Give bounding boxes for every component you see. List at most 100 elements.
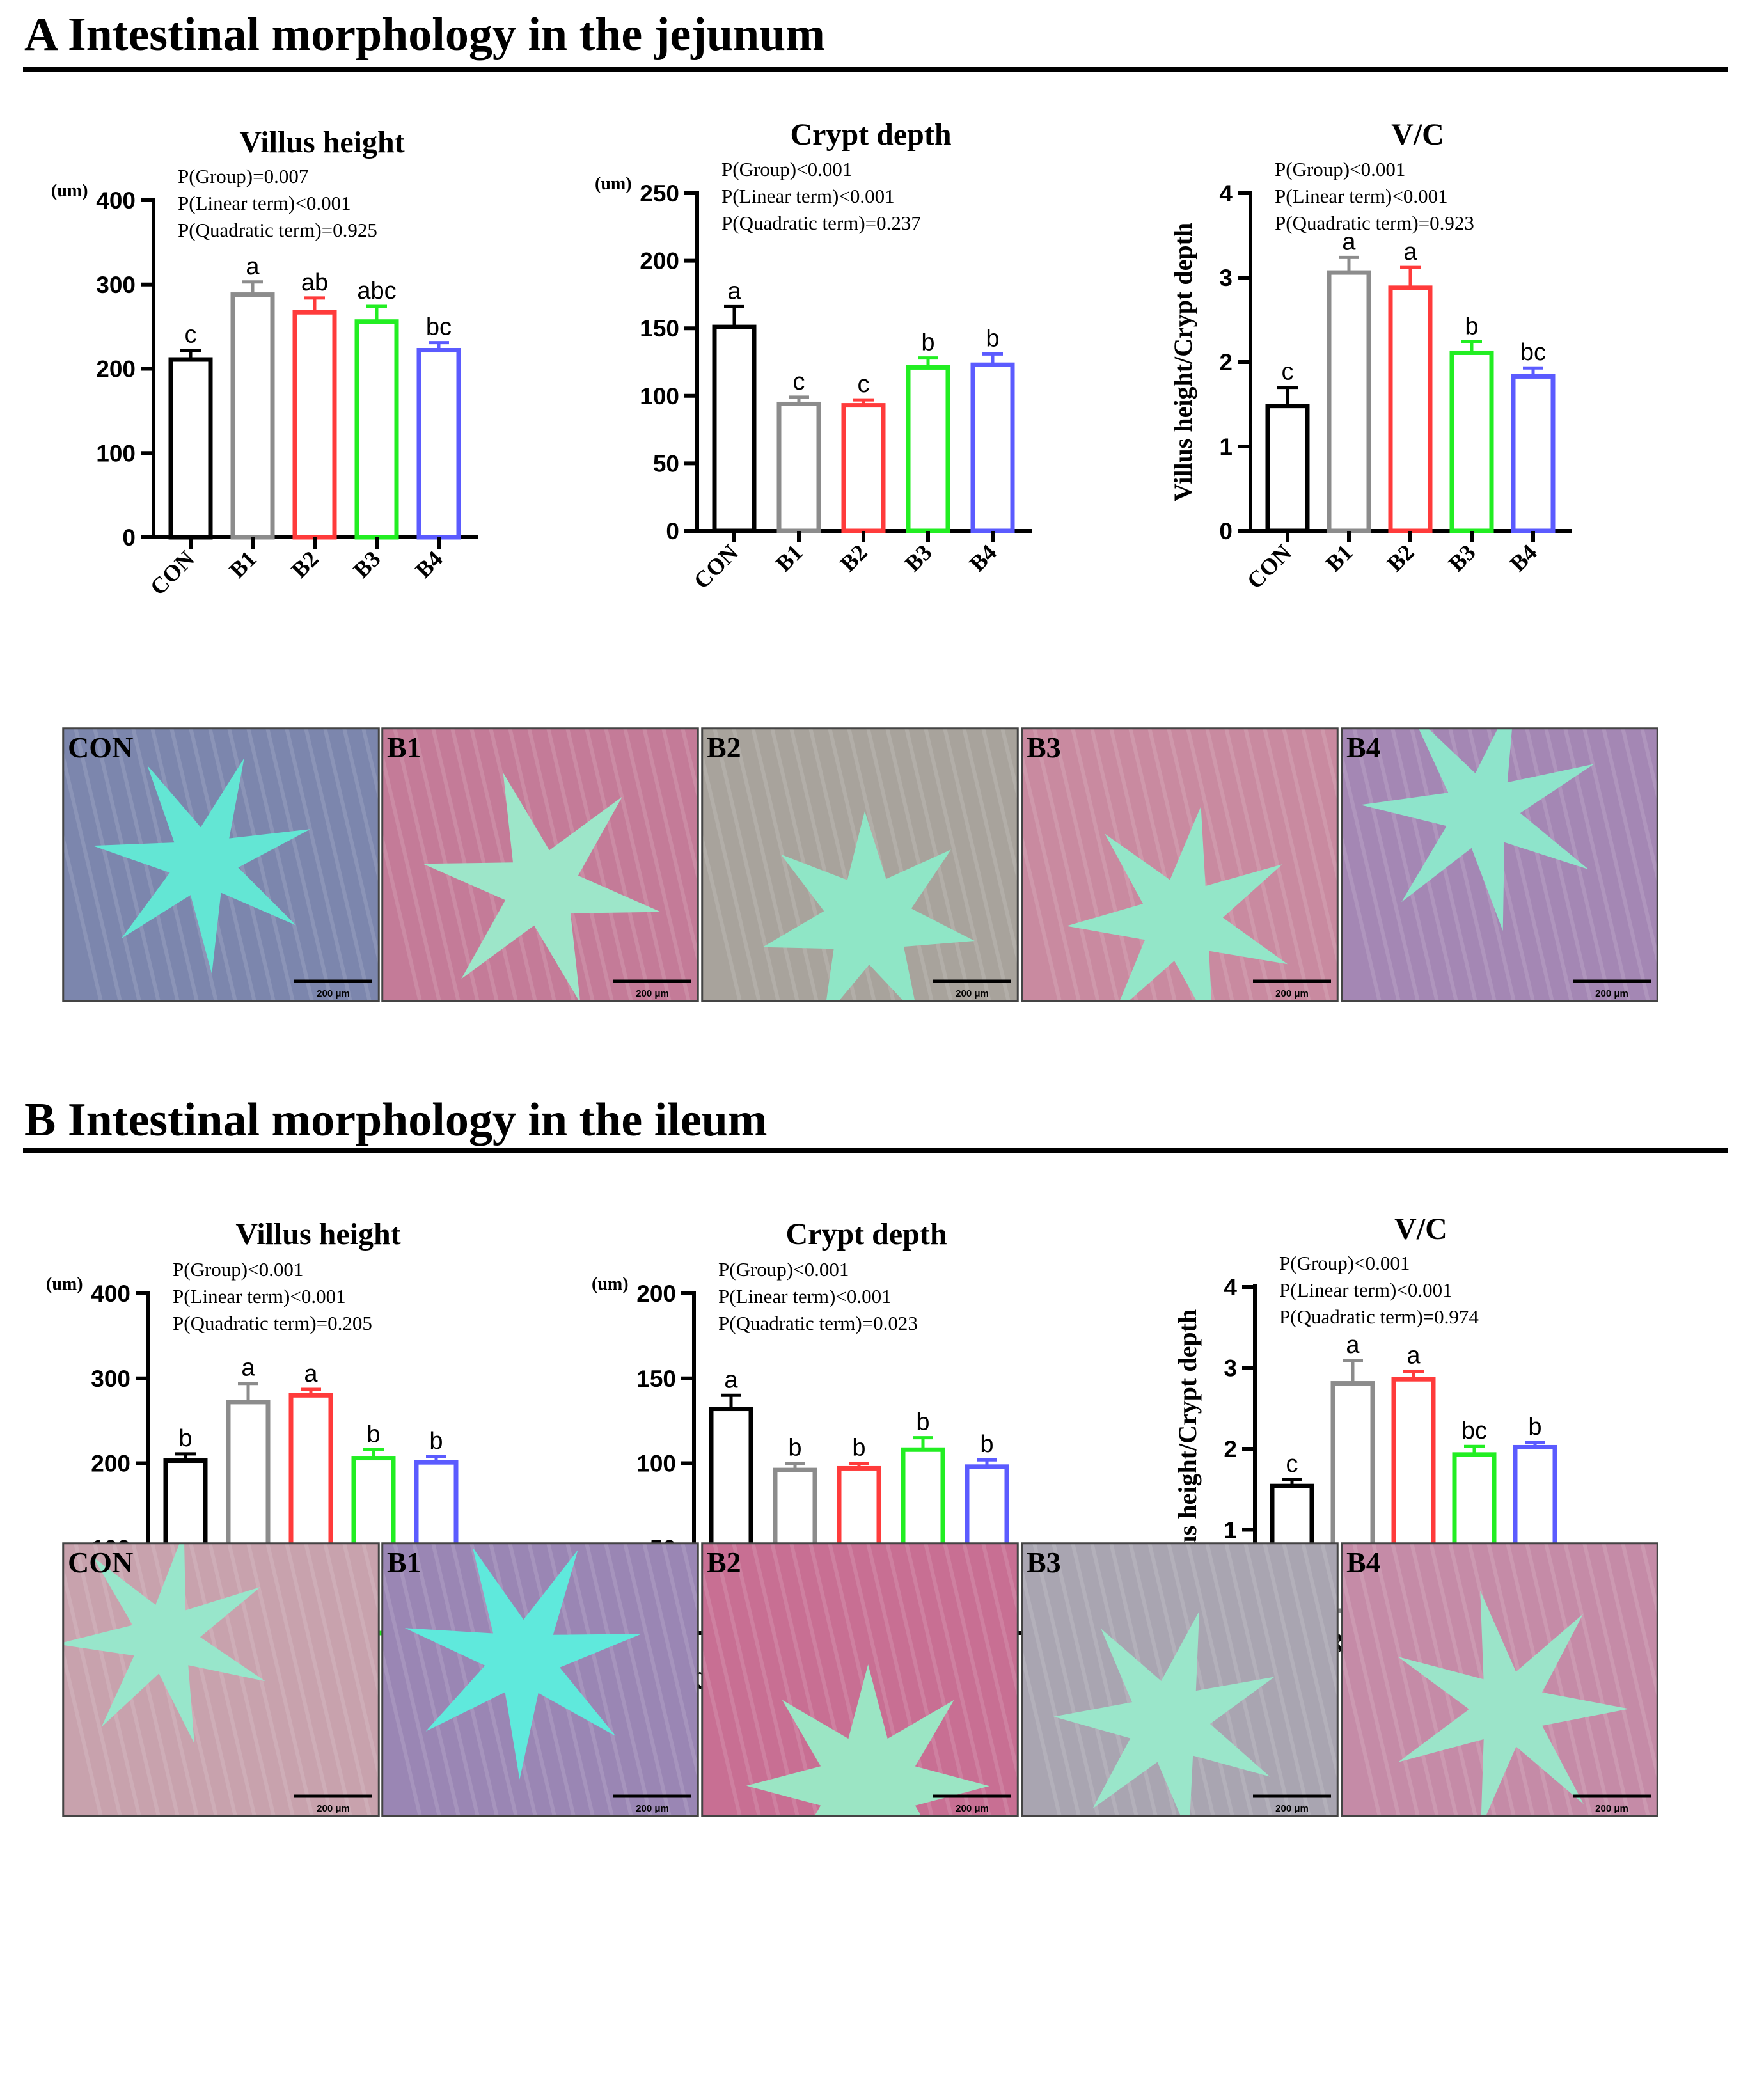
tissue-texture [1525,1543,1593,1817]
micrograph-panel: B2 200 μm [701,727,1019,1002]
tissue-texture [304,728,372,1002]
lumen-shape [762,811,975,1002]
stat-line: P(Quadratic term)=0.023 [718,1312,918,1334]
stat-line: P(Group)=0.007 [178,165,308,187]
tissue-texture [565,1543,633,1817]
tissue-texture [285,1543,352,1817]
significance-letter: b [980,1431,993,1458]
tissue-texture [585,728,652,1002]
scale-bar-label: 200 μm [636,988,669,999]
tissue-texture [924,1543,991,1817]
section-divider [23,67,1728,72]
bar-b1 [1327,270,1371,533]
chart-title: Crypt depth [785,1217,947,1251]
chart-title: V/C [1391,118,1444,152]
x-tick-label: B2 [287,546,324,583]
y-unit-label: (um) [51,181,88,201]
micrograph-panel: B3 200 μm [1021,1542,1339,1817]
panel-label: B2 [707,731,741,764]
panel-label: B4 [1346,1546,1381,1579]
micrograph-panel: B3 200 μm [1021,727,1339,1002]
tissue-texture [74,728,141,1002]
stat-line: P(Linear term)<0.001 [721,185,895,207]
stat-line: P(Quadratic term)=0.923 [1275,212,1474,234]
tissue-texture [1352,1543,1420,1817]
bar-con [1265,404,1310,533]
tissue-texture [304,1543,372,1817]
scale-bar-label: 200 μm [636,1803,669,1814]
tissue-texture [885,1543,953,1817]
tissue-texture [1582,1543,1650,1817]
tissue-texture [1525,728,1593,1002]
tissue-texture [702,1644,742,1817]
panel-label: B3 [1027,731,1061,764]
panel-label: B3 [1027,1546,1061,1579]
tissue-texture [943,728,1011,1002]
tissue-texture [1301,728,1338,887]
tissue-texture [1320,1543,1338,1620]
x-tick-label: B1 [1321,539,1358,576]
x-tick-label: B1 [771,539,808,576]
tissue-texture [1000,1543,1018,1620]
y-tick-label: 200 [640,248,679,274]
tissue-texture [623,728,691,1002]
tissue-texture [1371,1543,1439,1817]
y-tick-label: 100 [640,383,679,409]
tissue-texture [342,728,379,887]
tissue-texture [681,1543,698,1620]
tissue-texture [265,1543,333,1817]
y-tick-label: 150 [640,315,679,342]
significance-letter: b [852,1435,865,1462]
significance-letter: bc [1461,1417,1487,1444]
stat-line: P(Group)<0.001 [1279,1252,1410,1274]
tissue-texture [1544,1543,1612,1817]
tissue-texture [1167,1543,1234,1817]
x-tick-label: B1 [225,546,262,583]
tissue-texture [1301,1543,1338,1702]
bar-b2 [1388,285,1433,533]
panel-border [62,1542,380,1817]
tissue-texture [189,1543,256,1817]
tissue-texture [1263,1543,1330,1817]
tissue-texture [1563,1543,1631,1817]
tissue-texture [74,1543,141,1817]
micrograph-panel: B1 200 μm [381,727,699,1002]
tissue-texture [732,1543,800,1817]
y-tick-label: 3 [1219,265,1233,291]
scale-bar-label: 200 μm [1275,988,1309,999]
y-tick-label: 1 [1224,1517,1237,1543]
tissue-texture [604,728,672,1002]
y-tick-label: 400 [96,187,136,214]
micrograph-panel: B2 200 μm [701,1542,1019,1817]
scale-bar-label: 200 μm [956,1803,989,1814]
y-axis-label: Villus height/Crypt depth [1173,1309,1202,1588]
significance-letter: b [986,325,999,352]
x-tick-label: CON [689,539,743,594]
y-tick-label: 200 [636,1281,676,1307]
scale-bar-label: 200 μm [1595,1803,1628,1814]
tissue-texture [382,829,422,1002]
y-tick-label: 300 [91,1366,130,1392]
tissue-texture [63,1561,122,1817]
tissue-texture [1640,1543,1658,1620]
bar-b3 [354,319,399,540]
tissue-texture [1640,728,1658,805]
stat-line: P(Linear term)<0.001 [718,1285,892,1307]
tissue-texture [1243,728,1311,1002]
bar-b4 [1511,374,1556,533]
significance-letter: a [1342,228,1356,255]
panel-label: B1 [387,1546,421,1579]
tissue-texture [1224,1543,1292,1817]
significance-letter: a [304,1361,318,1387]
significance-letter: a [1403,239,1417,265]
tissue-texture [702,829,742,1002]
significance-letter: b [366,1421,380,1448]
panel-border [1021,727,1339,1002]
significance-letter: b [1528,1414,1541,1441]
tissue-texture [246,728,314,1002]
lumen-shape [92,758,311,974]
tissue-texture [751,728,819,1002]
panel-border [701,1542,1019,1817]
tissue-texture [924,728,991,1002]
